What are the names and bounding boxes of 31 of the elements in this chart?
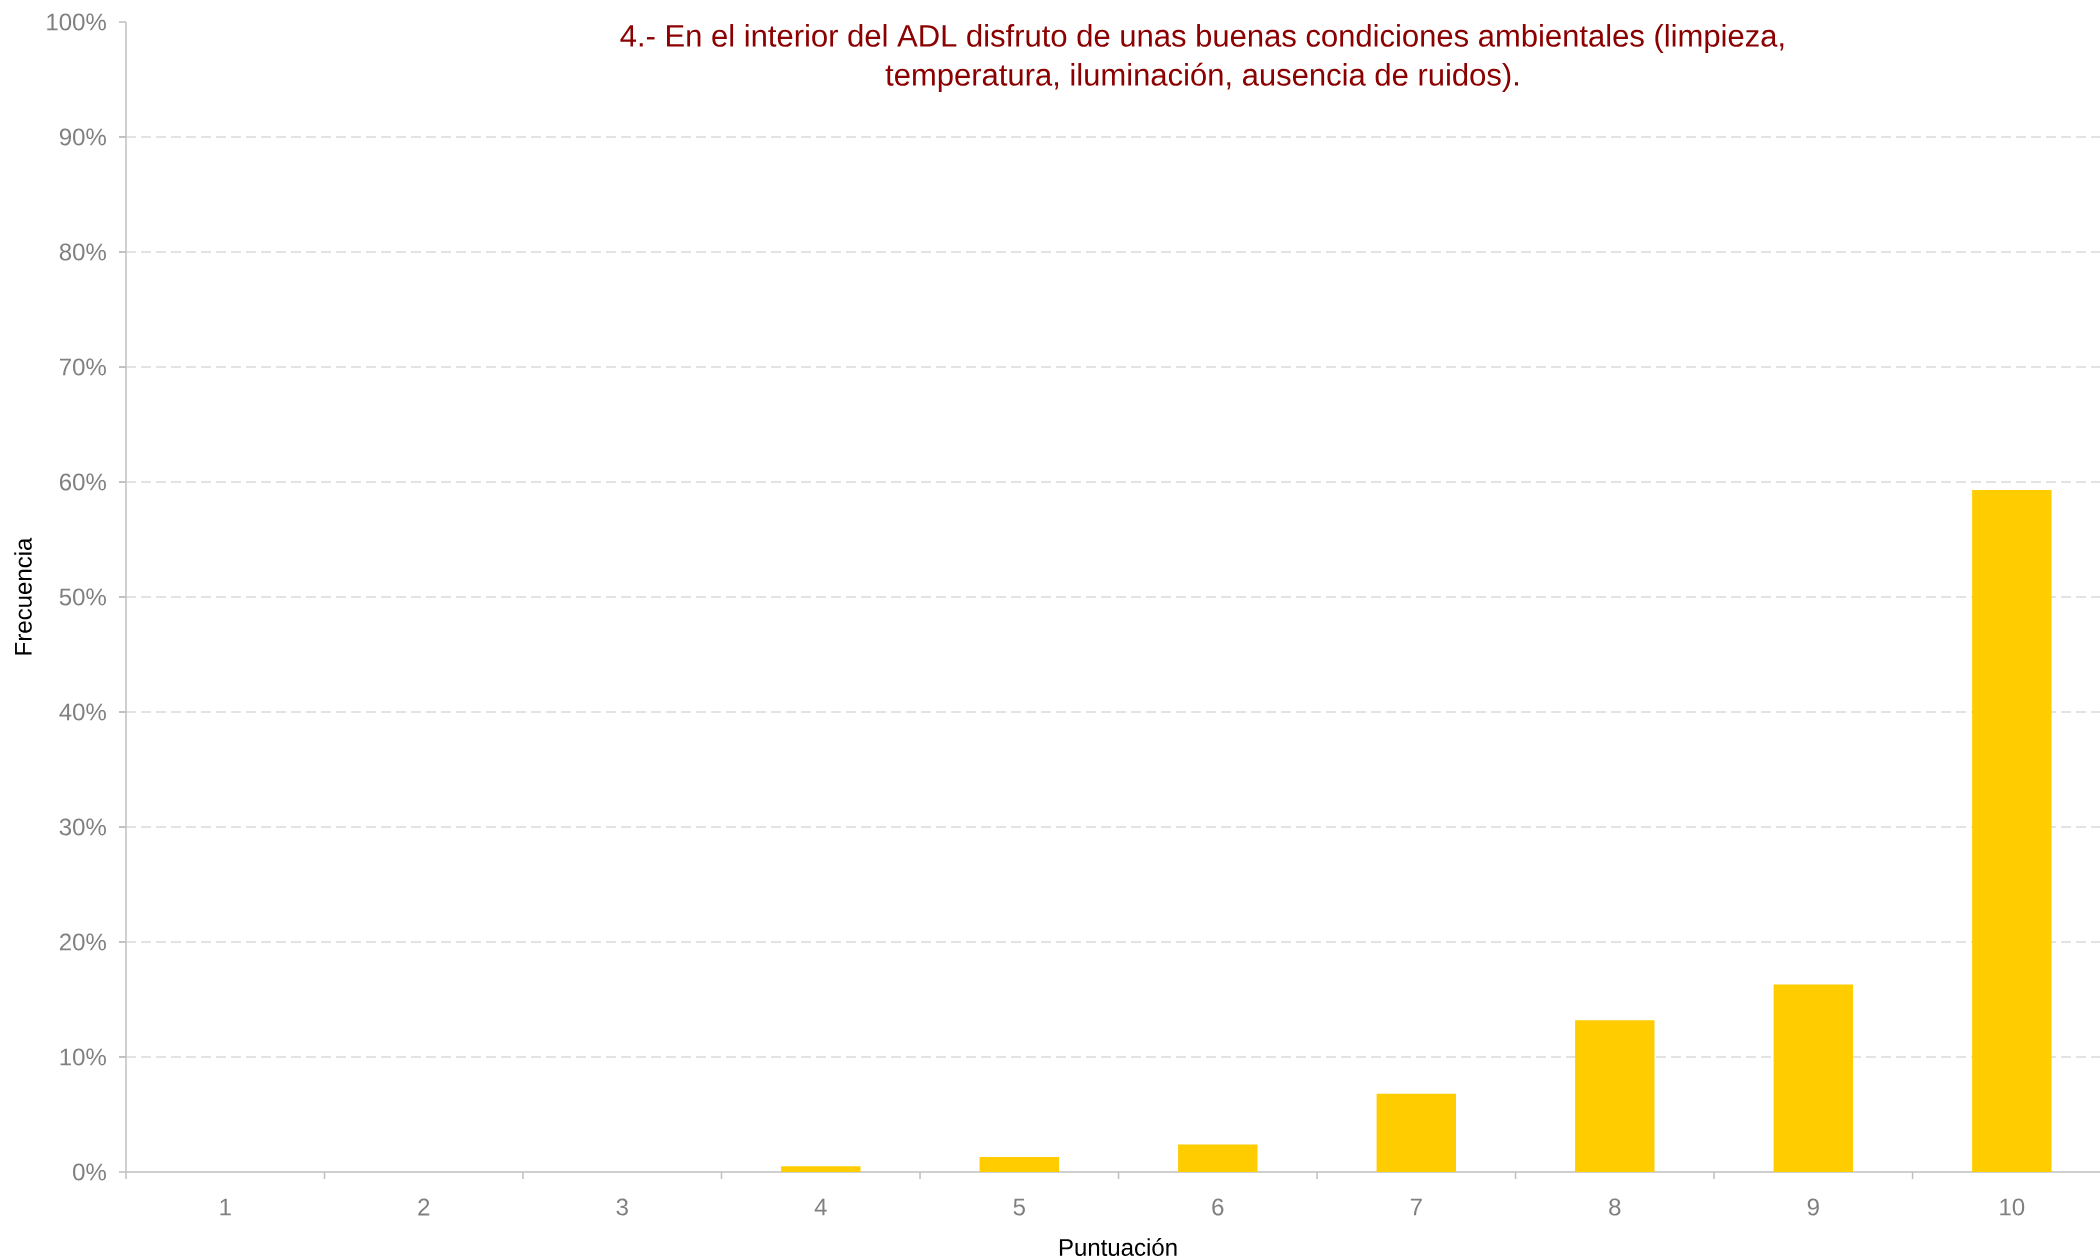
- x-tick-label: 1: [220, 1198, 231, 1216]
- y-tick-label: 100%: [47, 13, 106, 31]
- bar: [1178, 1144, 1258, 1172]
- x-tick-label: 8: [1609, 1198, 1621, 1216]
- y-tick-label: 20%: [59, 933, 106, 951]
- x-tick-label: 4: [814, 1198, 827, 1216]
- y-tick-label: 50%: [59, 588, 106, 606]
- y-tick-label: 80%: [59, 243, 106, 261]
- y-tick-label: 10%: [60, 1048, 106, 1066]
- y-tick-label: 90%: [59, 128, 106, 146]
- bar: [1972, 490, 2052, 1172]
- bar: [1773, 984, 1854, 1172]
- x-tick-label: 6: [1212, 1198, 1224, 1216]
- x-tick-label: 10: [2000, 1198, 2025, 1216]
- bar: [1376, 1093, 1456, 1172]
- x-tick-label: 7: [1410, 1198, 1422, 1216]
- y-tick-label: 70%: [60, 358, 106, 376]
- x-axis-title: Puntuación: [1059, 1238, 1177, 1256]
- x-tick-label: 9: [1807, 1198, 1819, 1216]
- x-tick-label: 5: [1013, 1198, 1025, 1216]
- text: 4.- En el interior del ADL disfruto de unas buenas condiciones ambientales (limpieza, temperatura, iluminación, ausencia de ruidos).: [620, 24, 1784, 92]
- y-tick-label: 40%: [59, 703, 106, 721]
- x-tick-label: 2: [418, 1198, 430, 1216]
- bar: [979, 1157, 1059, 1172]
- y-tick-label: 0%: [73, 1163, 106, 1181]
- y-tick-label: 30%: [59, 818, 106, 836]
- y-axis-title: Frecuencia: [14, 537, 32, 655]
- y-tick-label: 60%: [59, 473, 106, 491]
- bar: [1575, 1020, 1655, 1172]
- bar: [781, 1166, 861, 1172]
- x-tick-label: 3: [616, 1198, 628, 1216]
